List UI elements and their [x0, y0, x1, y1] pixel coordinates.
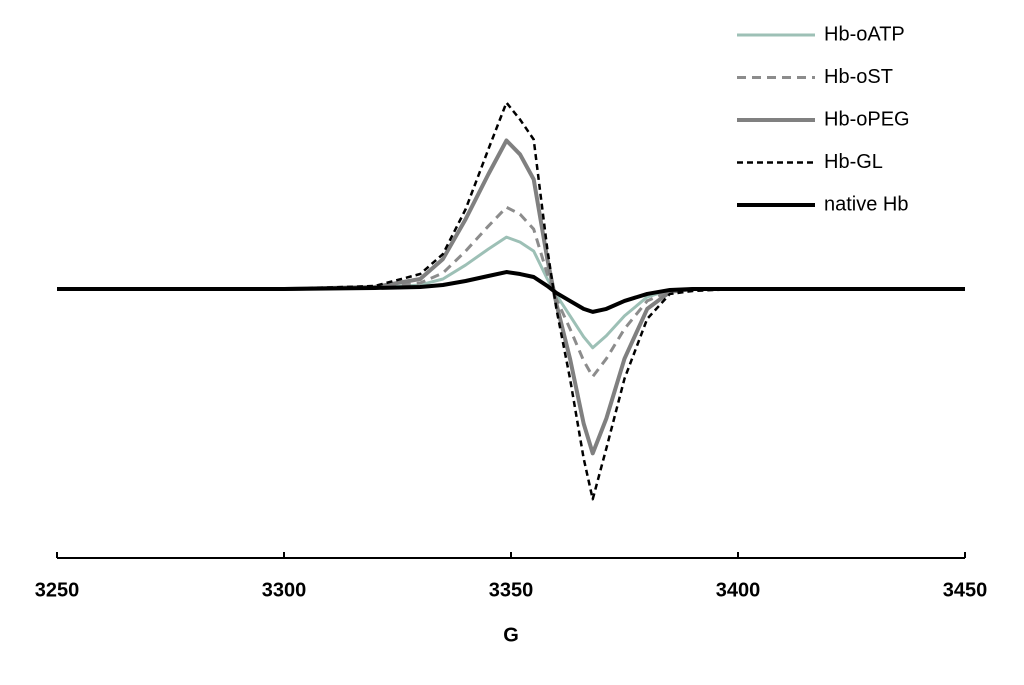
series-line: [57, 270, 965, 314]
x-tick-label: 3300: [262, 579, 307, 601]
series-line: [57, 138, 965, 456]
series-line: [57, 101, 965, 501]
x-tick-label: 3350: [489, 579, 534, 601]
legend-label: Hb-oATP: [824, 23, 905, 45]
x-axis-label: G: [503, 624, 519, 646]
legend-label: Hb-oPEG: [824, 108, 910, 130]
legend-label: Hb-oST: [824, 66, 893, 88]
legend-label: Hb-GL: [824, 151, 883, 173]
series-line: [57, 235, 965, 350]
x-tick-label: 3450: [943, 579, 988, 601]
x-tick-label: 3400: [716, 579, 761, 601]
x-tick-label: 3250: [35, 579, 80, 601]
series-line: [57, 205, 965, 379]
legend-label: native Hb: [824, 193, 909, 215]
